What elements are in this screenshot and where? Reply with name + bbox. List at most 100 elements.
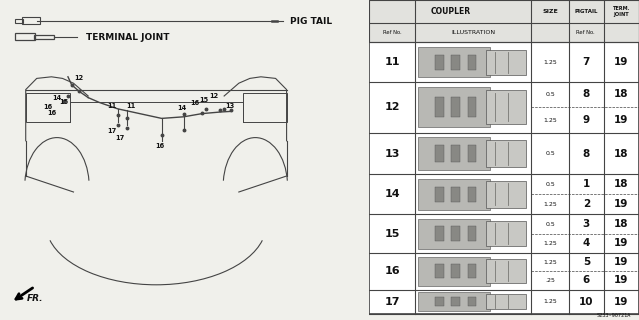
Bar [435, 146, 443, 162]
Text: 19: 19 [614, 57, 629, 68]
Text: FR.: FR. [26, 294, 43, 303]
Text: 19: 19 [614, 199, 629, 209]
Text: 11: 11 [107, 103, 117, 109]
Bar [451, 187, 460, 202]
Text: 9: 9 [583, 115, 590, 125]
Text: 16: 16 [385, 266, 400, 276]
Text: 18: 18 [614, 89, 629, 100]
Text: 18: 18 [614, 219, 629, 229]
Bar [468, 187, 477, 202]
Text: 3: 3 [583, 219, 590, 229]
Text: TERM.
JOINT: TERM. JOINT [613, 6, 630, 17]
Bar [243, 93, 286, 122]
Text: 17: 17 [107, 128, 117, 133]
Bar [419, 87, 489, 127]
Text: 6: 6 [583, 276, 590, 285]
Text: 14: 14 [385, 189, 400, 199]
Text: 15: 15 [59, 100, 69, 105]
Bar [486, 293, 526, 309]
Bar [486, 50, 526, 75]
Text: 0.5: 0.5 [545, 92, 555, 97]
Text: 17: 17 [385, 297, 400, 307]
Text: PIGTAIL: PIGTAIL [574, 9, 598, 14]
Bar [468, 226, 477, 241]
Bar [15, 33, 35, 40]
Text: 5: 5 [583, 257, 590, 267]
Text: 15: 15 [385, 228, 400, 239]
Text: PIG TAIL: PIG TAIL [290, 17, 332, 26]
Bar [435, 97, 443, 117]
Bar [486, 90, 526, 124]
Bar [468, 97, 477, 117]
Text: 7: 7 [583, 57, 590, 68]
Bar [451, 264, 460, 278]
Text: 19: 19 [614, 115, 629, 125]
Bar [468, 264, 477, 278]
Bar [419, 137, 489, 170]
Text: 16: 16 [43, 104, 52, 110]
Bar [468, 146, 477, 162]
Text: 1.25: 1.25 [543, 202, 557, 207]
Bar [419, 179, 489, 210]
Text: 1: 1 [583, 180, 590, 189]
Text: Ref No.: Ref No. [576, 30, 594, 35]
Bar [419, 47, 489, 77]
Text: COUPLER: COUPLER [430, 7, 470, 16]
Text: 12: 12 [209, 93, 219, 99]
Bar [435, 55, 443, 70]
Text: 18: 18 [614, 180, 629, 189]
Text: 8: 8 [583, 148, 590, 159]
Bar [369, 0, 639, 42]
Text: 15: 15 [199, 97, 208, 103]
Text: 1.25: 1.25 [543, 260, 557, 265]
Bar [486, 259, 526, 283]
Bar [26, 93, 70, 122]
Text: 1.25: 1.25 [543, 241, 557, 246]
Bar [22, 17, 40, 24]
Bar [451, 226, 460, 241]
Text: 8: 8 [583, 89, 590, 100]
Bar [435, 187, 443, 202]
Text: TERMINAL JOINT: TERMINAL JOINT [86, 33, 170, 42]
Text: 0.5: 0.5 [545, 182, 555, 187]
Bar [468, 297, 477, 306]
Text: 13: 13 [385, 148, 400, 159]
Bar [468, 55, 477, 70]
Text: 16: 16 [190, 100, 199, 106]
Text: 12: 12 [385, 102, 400, 112]
Text: 10: 10 [579, 297, 594, 307]
Text: 19: 19 [614, 238, 629, 248]
Bar [419, 257, 489, 285]
Bar [486, 221, 526, 246]
Text: 1.25: 1.25 [543, 117, 557, 123]
Text: 0.5: 0.5 [545, 151, 555, 156]
Bar [451, 297, 460, 306]
Text: 11: 11 [126, 103, 135, 109]
Text: 19: 19 [614, 257, 629, 267]
Text: 16: 16 [47, 110, 56, 116]
Text: 19: 19 [614, 276, 629, 285]
Text: 2: 2 [583, 199, 590, 209]
Text: 1.25: 1.25 [543, 60, 557, 65]
Bar [451, 146, 460, 162]
Bar [435, 297, 443, 306]
Bar [419, 292, 489, 311]
Bar [486, 140, 526, 167]
Text: 4: 4 [583, 238, 590, 248]
Bar [451, 97, 460, 117]
Text: Ref No.: Ref No. [383, 30, 401, 35]
Text: 13: 13 [225, 103, 235, 109]
Text: 14: 14 [52, 95, 61, 100]
Text: .25: .25 [545, 278, 555, 283]
Text: 1.25: 1.25 [543, 299, 557, 304]
Bar [486, 181, 526, 207]
Text: 18: 18 [614, 148, 629, 159]
Text: 16: 16 [155, 143, 164, 148]
Bar [435, 264, 443, 278]
Text: S233-90721A: S233-90721A [597, 313, 631, 318]
Text: SIZE: SIZE [542, 9, 558, 14]
Bar [435, 226, 443, 241]
Text: 12: 12 [74, 76, 84, 81]
Text: 11: 11 [385, 57, 400, 68]
Bar [34, 35, 54, 39]
